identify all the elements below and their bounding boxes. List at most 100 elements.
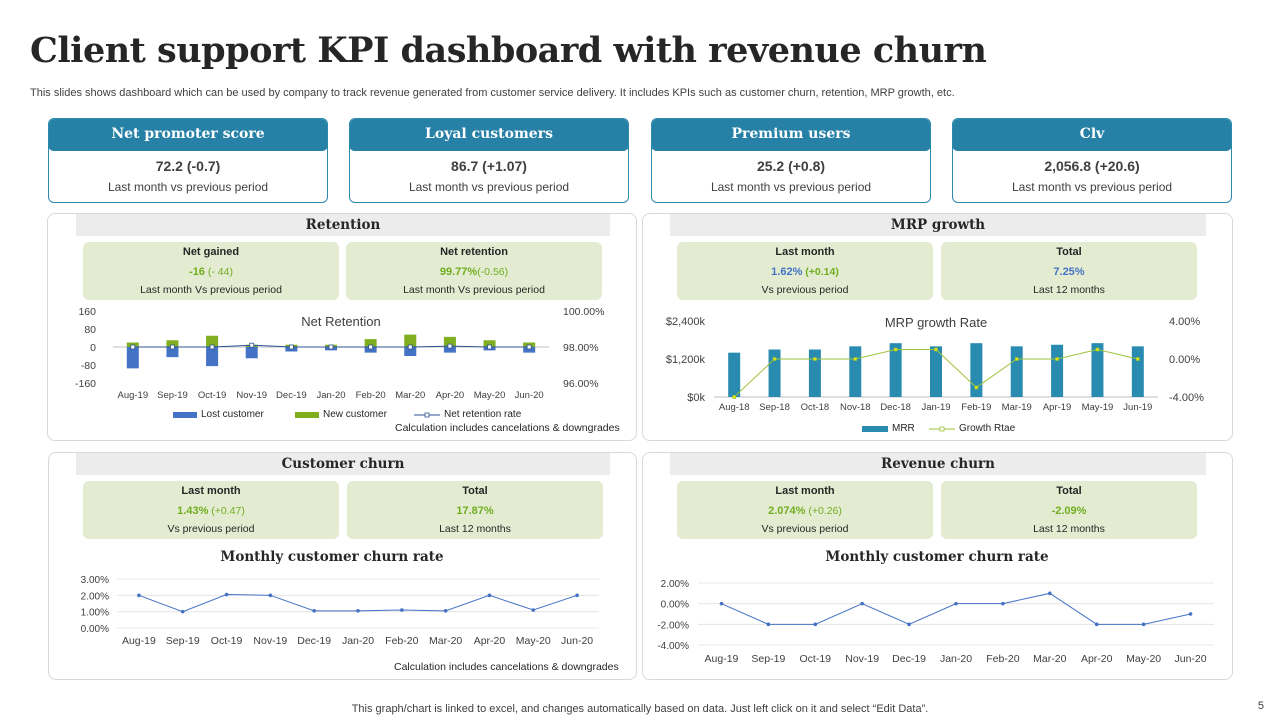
legend-growth-rate: Growth Rtae <box>929 423 1015 434</box>
x-tick-label: Jan-19 <box>921 402 950 413</box>
line-churn-rate <box>721 592 1191 625</box>
kpi-card-clv: Clv 2,056.8 (+20.6) Last month vs previo… <box>952 118 1232 203</box>
x-tick-label: Jan-20 <box>316 390 345 401</box>
point-net-retention-rate <box>209 344 215 350</box>
x-tick-label: Dec-18 <box>880 402 911 413</box>
point-churn-rate <box>1188 612 1193 616</box>
cc-total-box: Total 17.87% Last 12 months <box>347 481 603 539</box>
mrp-last-month-label: Last month <box>775 246 835 258</box>
point-churn-rate <box>180 609 185 614</box>
x-tick-label: Oct-18 <box>801 402 830 413</box>
point-churn-rate <box>268 593 273 598</box>
kpi-value: 2,056.8 (+20.6) <box>1044 158 1140 174</box>
point-growth-rate <box>1055 357 1059 361</box>
net-gained-label: Net gained <box>182 246 240 258</box>
point-growth-rate <box>893 347 898 352</box>
mrp-last-month-change: (+0.14) <box>802 266 839 278</box>
point-churn-rate <box>312 609 316 613</box>
x-tick-label: Mar-20 <box>1033 653 1066 665</box>
x-tick-label: May-20 <box>474 390 506 401</box>
kpi-card-loyal-customers: Loyal customers 86.7 (+1.07) Last month … <box>349 118 629 203</box>
cc-last-month-label: Last month <box>181 485 241 497</box>
net-retention-value: 99.77%(-0.56) <box>439 266 509 278</box>
bar-mrr <box>1010 346 1023 397</box>
point-net-retention-rate <box>526 344 532 350</box>
x-tick-label: May-20 <box>516 635 551 647</box>
net-retention-label: Net retention <box>440 246 508 258</box>
bar-lost-customer <box>364 347 377 353</box>
y-tick-label: 2.00% <box>661 579 689 590</box>
retention-panel: Retention Net gained -16 (- 44) Last mon… <box>47 213 637 441</box>
bar-lost-customer <box>166 347 179 358</box>
retention-note: Calculation includes cancelations & down… <box>395 422 620 434</box>
bar-mrr <box>1051 344 1064 397</box>
footer-note: This graph/chart is linked to excel, and… <box>351 703 929 715</box>
point-net-retention-rate <box>407 344 413 350</box>
point-growth-rate <box>772 357 777 361</box>
x-tick-label: Feb-20 <box>385 635 418 647</box>
legend-lost-customer: Lost customer <box>173 409 264 420</box>
point-churn-rate <box>224 592 229 597</box>
bar-lost-customer <box>404 347 417 356</box>
y-tick-label: 0.00% <box>81 624 109 635</box>
customer-churn-chart-title: Monthly customer churn rate <box>220 549 444 565</box>
kpi-title: Premium users <box>652 119 930 151</box>
point-churn-rate <box>813 622 818 627</box>
point-churn-rate <box>443 609 448 613</box>
cc-last-month-value: 1.43% (+0.47) <box>177 505 245 517</box>
rc-last-month-box: Last month 2.074% (+0.26) Vs previous pe… <box>677 481 933 539</box>
mrp-total-sub: Last 12 months <box>1033 284 1105 296</box>
mrp-panel-title: MRP growth <box>670 214 1206 236</box>
rc-last-month-change: (+0.26) <box>805 505 842 517</box>
revenue-churn-panel-title: Revenue churn <box>670 453 1206 475</box>
cc-last-month-change: (+0.47) <box>208 505 245 517</box>
mrp-last-month-value: 1.62% (+0.14) <box>771 266 839 278</box>
y-tick-label: $0k <box>687 392 705 404</box>
net-retention-change: (-0.56) <box>477 266 509 278</box>
x-tick-label: Nov-19 <box>236 390 267 401</box>
point-net-retention-rate <box>328 344 334 350</box>
x-tick-label: Oct-19 <box>211 635 243 647</box>
point-net-retention-rate <box>170 344 175 350</box>
point-net-retention-rate <box>130 344 136 350</box>
legend-label: Growth Rtae <box>959 423 1016 434</box>
revenue-churn-panel: Revenue churn Last month 2.074% (+0.26) … <box>642 452 1233 680</box>
x-tick-label: Jun-20 <box>1174 653 1206 665</box>
point-growth-rate <box>813 357 817 361</box>
point-churn-rate <box>719 601 724 606</box>
net-retention-box: Net retention 99.77%(-0.56) Last month V… <box>346 242 602 300</box>
x-tick-label: Jun-19 <box>1123 402 1152 413</box>
bar-mrr <box>930 346 942 397</box>
y-tick-label: -4.00% <box>657 641 689 652</box>
mrp-growth-chart-title: MRP growth Rate <box>884 315 988 330</box>
x-tick-label: Feb-20 <box>986 653 1019 665</box>
point-churn-rate <box>1048 591 1052 596</box>
legend-new-customer: New customer <box>295 409 387 420</box>
rc-total-box: Total -2.09% Last 12 months <box>941 481 1197 539</box>
x-tick-label: Sep-19 <box>157 390 188 401</box>
bar-mrr <box>808 349 821 397</box>
bar-mrr <box>728 352 741 397</box>
bar-lost-customer <box>523 347 536 353</box>
bar-mrr <box>970 343 983 397</box>
y-tick-label: $2,400k <box>666 316 706 328</box>
legend-swatch <box>862 425 888 432</box>
rc-last-month-sub: Vs previous period <box>761 523 849 535</box>
x-tick-label: Aug-18 <box>719 402 750 413</box>
kpi-value: 25.2 (+0.8) <box>756 158 826 174</box>
rc-total-sub: Last 12 months <box>1033 523 1105 535</box>
y-tick-label: 0 <box>90 342 96 354</box>
y2-tick-label: 96.00% <box>563 378 599 390</box>
retention-panel-title: Retention <box>76 214 610 236</box>
x-tick-label: Nov-19 <box>253 635 287 647</box>
point-net-retention-rate <box>249 342 255 348</box>
net-gained-sub: Last month Vs previous period <box>140 284 282 296</box>
x-tick-label: Apr-20 <box>1081 653 1113 665</box>
legend-label: Lost customer <box>201 409 264 420</box>
legend-line-icon <box>414 412 440 417</box>
y-tick-label: 3.00% <box>81 575 109 586</box>
point-churn-rate <box>487 593 492 598</box>
cc-total-value: 17.87% <box>456 505 494 517</box>
x-tick-label: Jun-20 <box>515 390 544 401</box>
x-tick-label: Sep-18 <box>759 402 790 413</box>
